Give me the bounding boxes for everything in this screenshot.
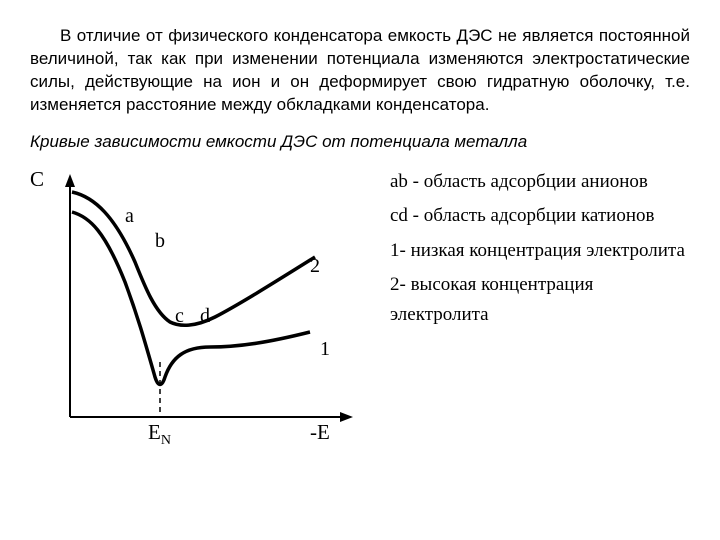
en-n: N xyxy=(161,433,171,448)
chart-svg: a b c d 2 1 xyxy=(30,162,370,452)
main-paragraph: В отличие от физического конденсатора ем… xyxy=(30,25,690,117)
en-e: E xyxy=(148,420,161,444)
x-axis-label-right: -E xyxy=(310,420,330,445)
curve-2 xyxy=(72,192,315,325)
label-c: c xyxy=(175,305,184,327)
legend: ab - область адсорбции анионов cd - обла… xyxy=(390,162,690,335)
y-axis-label: C xyxy=(30,167,44,192)
label-2: 2 xyxy=(310,255,320,277)
label-a: a xyxy=(125,205,134,227)
curve-1 xyxy=(72,212,310,385)
x-axis-label-en: EN xyxy=(148,420,171,449)
legend-ab: ab - область адсорбции анионов xyxy=(390,167,690,197)
y-axis-arrow xyxy=(65,174,75,187)
legend-1: 1- низкая концентрация электролита xyxy=(390,236,690,266)
legend-cd: cd - область адсорбции катионов xyxy=(390,201,690,231)
chart: a b c d 2 1 C EN -E xyxy=(30,162,370,452)
legend-2: 2- высокая концентрация электролита xyxy=(390,270,690,331)
figure-caption: Кривые зависимости емкости ДЭС от потенц… xyxy=(30,132,690,152)
figure-container: a b c d 2 1 C EN -E ab - область адсорбц… xyxy=(30,162,690,452)
label-d: d xyxy=(200,305,210,327)
label-1: 1 xyxy=(320,338,330,360)
label-b: b xyxy=(155,230,165,252)
x-axis-arrow xyxy=(340,412,353,422)
